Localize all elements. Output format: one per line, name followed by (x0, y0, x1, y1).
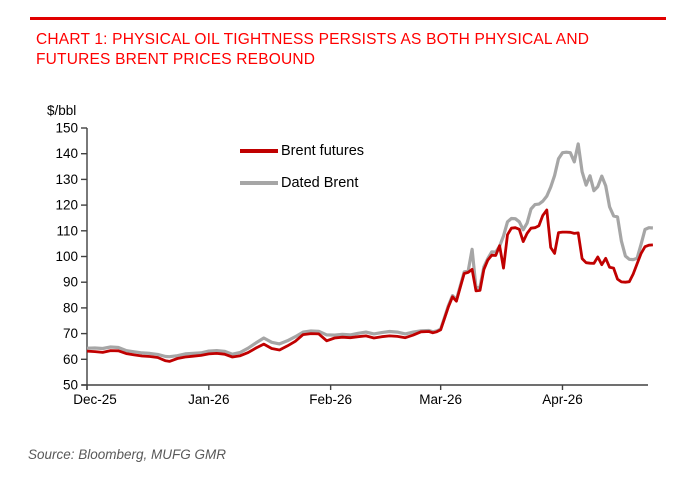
legend-color-swatch (240, 181, 278, 185)
page-title: CHART 1: PHYSICAL OIL TIGHTNESS PERSISTS… (36, 30, 661, 70)
x-tick-label: Mar-26 (419, 392, 462, 407)
y-tick-label: 120 (55, 198, 78, 213)
series-line-brent-futures (86, 208, 654, 363)
x-tick-label: Apr-26 (542, 392, 583, 407)
y-tick-label: 60 (63, 352, 78, 367)
legend-item-brent-futures: Brent futures (240, 142, 364, 160)
legend-label: Brent futures (281, 143, 365, 159)
series-line-dated-brent (86, 142, 654, 359)
y-tick-label: 110 (56, 223, 78, 238)
page-title-line1: CHART 1: PHYSICAL OIL TIGHTNESS PERSISTS… (36, 31, 590, 48)
chart-legend: Brent futures Dated Brent (240, 142, 364, 206)
y-tick-label: 130 (55, 172, 78, 187)
x-tick-label: Dec-25 (73, 392, 117, 407)
legend-label: Dated Brent (281, 175, 359, 191)
legend-item-dated-brent: Dated Brent (240, 174, 364, 192)
y-tick-label: 70 (63, 326, 78, 341)
red-divider (30, 17, 666, 20)
x-tick-label: Jan-26 (188, 392, 229, 407)
y-tick-label: 100 (55, 249, 78, 264)
source-note: Source: Bloomberg, MUFG GMR (28, 447, 227, 462)
y-tick-label: 150 (55, 121, 78, 136)
legend-color-swatch (240, 149, 278, 153)
y-tick-label: 140 (55, 146, 78, 161)
page-title-line2: FUTURES BRENT PRICES REBOUND (36, 51, 316, 68)
y-tick-label: 80 (63, 300, 78, 315)
y-tick-label: 90 (63, 275, 78, 290)
y-tick-label: 50 (63, 378, 78, 393)
x-tick-label: Feb-26 (309, 392, 352, 407)
y-axis-unit-label: $/bbl (47, 103, 77, 118)
